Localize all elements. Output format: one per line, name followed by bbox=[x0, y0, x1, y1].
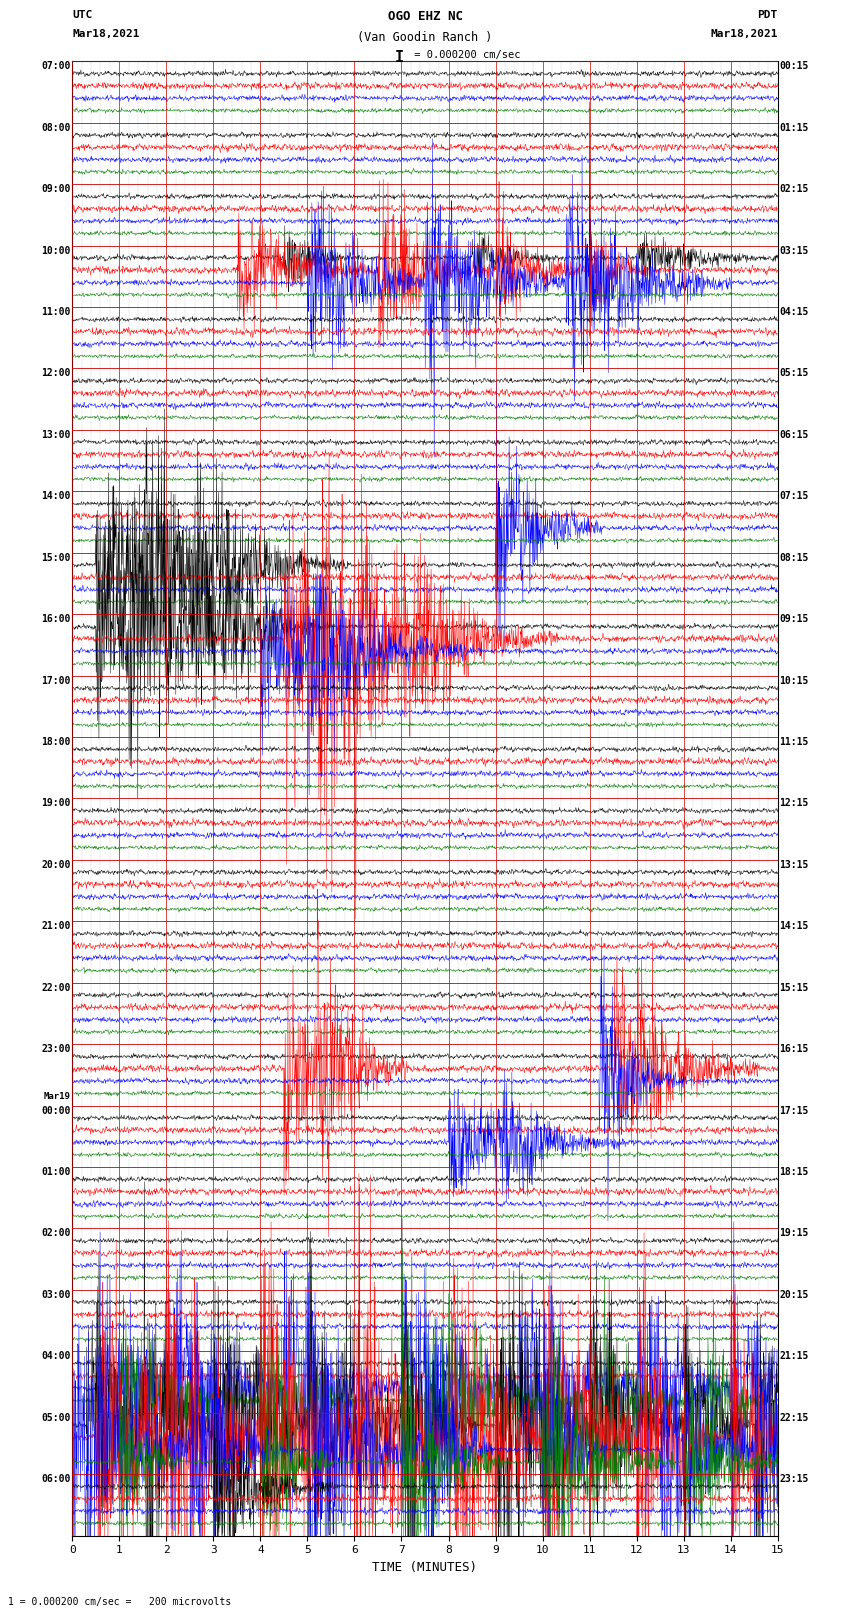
Text: 1 = 0.000200 cm/sec =   200 microvolts: 1 = 0.000200 cm/sec = 200 microvolts bbox=[8, 1597, 232, 1607]
Text: PDT: PDT bbox=[757, 10, 778, 19]
Text: I: I bbox=[395, 50, 404, 65]
Text: 22:00: 22:00 bbox=[41, 982, 71, 992]
Text: UTC: UTC bbox=[72, 10, 93, 19]
Text: 08:00: 08:00 bbox=[41, 123, 71, 132]
Text: 01:15: 01:15 bbox=[779, 123, 809, 132]
Text: 20:15: 20:15 bbox=[779, 1290, 809, 1300]
Text: 01:00: 01:00 bbox=[41, 1168, 71, 1177]
Text: 21:00: 21:00 bbox=[41, 921, 71, 931]
Text: 15:15: 15:15 bbox=[779, 982, 809, 992]
Text: 08:15: 08:15 bbox=[779, 553, 809, 563]
Text: 16:15: 16:15 bbox=[779, 1044, 809, 1055]
X-axis label: TIME (MINUTES): TIME (MINUTES) bbox=[372, 1561, 478, 1574]
Text: 16:00: 16:00 bbox=[41, 615, 71, 624]
Text: 04:15: 04:15 bbox=[779, 306, 809, 318]
Text: OGO EHZ NC: OGO EHZ NC bbox=[388, 10, 462, 23]
Text: 22:15: 22:15 bbox=[779, 1413, 809, 1423]
Text: = 0.000200 cm/sec: = 0.000200 cm/sec bbox=[408, 50, 520, 60]
Text: 03:15: 03:15 bbox=[779, 245, 809, 255]
Text: 14:15: 14:15 bbox=[779, 921, 809, 931]
Text: 09:15: 09:15 bbox=[779, 615, 809, 624]
Text: 17:15: 17:15 bbox=[779, 1105, 809, 1116]
Text: 02:00: 02:00 bbox=[41, 1229, 71, 1239]
Text: 11:15: 11:15 bbox=[779, 737, 809, 747]
Text: 13:00: 13:00 bbox=[41, 429, 71, 440]
Text: 11:00: 11:00 bbox=[41, 306, 71, 318]
Text: 17:00: 17:00 bbox=[41, 676, 71, 686]
Text: 21:15: 21:15 bbox=[779, 1352, 809, 1361]
Text: 05:15: 05:15 bbox=[779, 368, 809, 379]
Text: 02:15: 02:15 bbox=[779, 184, 809, 194]
Text: 04:00: 04:00 bbox=[41, 1352, 71, 1361]
Text: 00:00: 00:00 bbox=[41, 1105, 71, 1116]
Text: 13:15: 13:15 bbox=[779, 860, 809, 869]
Text: 07:00: 07:00 bbox=[41, 61, 71, 71]
Text: 18:15: 18:15 bbox=[779, 1168, 809, 1177]
Text: 03:00: 03:00 bbox=[41, 1290, 71, 1300]
Text: 20:00: 20:00 bbox=[41, 860, 71, 869]
Text: 00:15: 00:15 bbox=[779, 61, 809, 71]
Text: Mar18,2021: Mar18,2021 bbox=[72, 29, 139, 39]
Text: 06:00: 06:00 bbox=[41, 1474, 71, 1484]
Text: Mar19: Mar19 bbox=[43, 1092, 71, 1100]
Text: 09:00: 09:00 bbox=[41, 184, 71, 194]
Text: 10:15: 10:15 bbox=[779, 676, 809, 686]
Text: 23:00: 23:00 bbox=[41, 1044, 71, 1055]
Text: 10:00: 10:00 bbox=[41, 245, 71, 255]
Text: 06:15: 06:15 bbox=[779, 429, 809, 440]
Text: (Van Goodin Ranch ): (Van Goodin Ranch ) bbox=[357, 31, 493, 44]
Text: 19:00: 19:00 bbox=[41, 798, 71, 808]
Text: 23:15: 23:15 bbox=[779, 1474, 809, 1484]
Text: Mar18,2021: Mar18,2021 bbox=[711, 29, 778, 39]
Text: 05:00: 05:00 bbox=[41, 1413, 71, 1423]
Text: 19:15: 19:15 bbox=[779, 1229, 809, 1239]
Text: 07:15: 07:15 bbox=[779, 492, 809, 502]
Text: 15:00: 15:00 bbox=[41, 553, 71, 563]
Text: 14:00: 14:00 bbox=[41, 492, 71, 502]
Text: 18:00: 18:00 bbox=[41, 737, 71, 747]
Text: 12:15: 12:15 bbox=[779, 798, 809, 808]
Text: 12:00: 12:00 bbox=[41, 368, 71, 379]
